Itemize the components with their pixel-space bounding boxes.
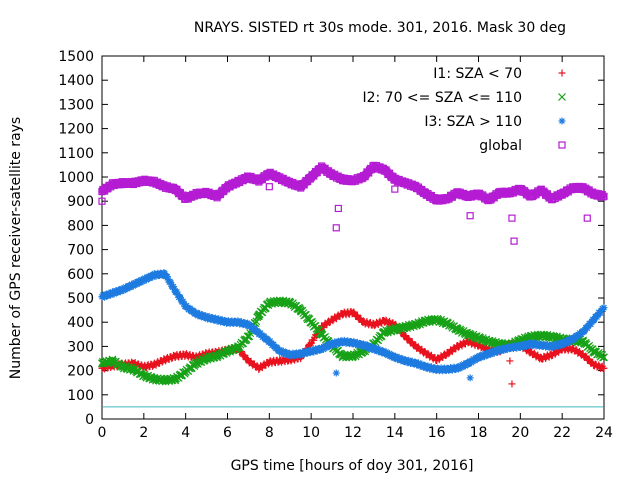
marker-stroke [312, 324, 321, 333]
y-tick-label: 1400 [58, 73, 94, 89]
data-point [328, 316, 336, 324]
data-point [161, 356, 169, 364]
marker-stroke [298, 306, 307, 315]
data-point [370, 321, 378, 329]
data-point [527, 348, 535, 356]
data-point [339, 310, 347, 318]
data-point [380, 317, 388, 325]
y-tick-label: 300 [67, 339, 94, 355]
data-point [569, 345, 577, 353]
y-tick-label: 1100 [58, 146, 94, 162]
data-point [600, 364, 608, 372]
marker-stroke [492, 337, 500, 346]
y-tick-label: 600 [67, 267, 94, 283]
x-tick-label: 16 [428, 425, 446, 441]
y-axis-label: Number of GPS receiver-satellite rays [8, 117, 24, 379]
data-point [401, 333, 409, 341]
x-tick-label: 4 [181, 425, 190, 441]
x-tick-label: 6 [223, 425, 232, 441]
y-tick-label: 1000 [58, 170, 94, 186]
data-point [171, 352, 179, 360]
y-tick-label: 900 [67, 194, 94, 210]
x-axis-label: GPS time [hours of doy 301, 2016] [231, 458, 474, 474]
x-tick-label: 18 [470, 425, 488, 441]
data-point [454, 342, 462, 350]
data-point-fill [240, 351, 248, 359]
data-point [464, 338, 472, 346]
data-point [182, 351, 190, 359]
marker-stroke [258, 308, 267, 317]
x-tick-label: 0 [98, 425, 107, 441]
data-point [433, 356, 441, 364]
x-tick-label: 8 [265, 425, 274, 441]
marker-stroke [311, 321, 320, 330]
x-tick-label: 24 [595, 425, 613, 441]
y-tick-label: 500 [67, 291, 94, 307]
data-point [579, 351, 587, 359]
marker-stroke [112, 357, 120, 366]
y-tick-label: 700 [67, 243, 94, 259]
data-point [537, 355, 545, 362]
data-point [244, 357, 252, 365]
y-tick-label: 100 [67, 388, 94, 404]
marker-stroke [121, 362, 130, 371]
y-tick-label: 0 [85, 412, 94, 428]
data-point [443, 350, 451, 358]
data-point [412, 342, 420, 350]
plot-area: 0 2 4 6 8 10 12 14 16 18 20 22 240100200300400500600… [58, 49, 613, 441]
data-point [255, 364, 263, 372]
data-point [276, 357, 284, 365]
x-tick-label: 14 [386, 425, 404, 441]
data-point [590, 361, 598, 369]
x-tick-label: 12 [344, 425, 362, 441]
data-point [307, 339, 315, 347]
marker-stroke [317, 329, 326, 337]
data-point [548, 351, 556, 359]
x-tick-label: 20 [511, 425, 529, 441]
marker-stroke [134, 367, 143, 376]
y-tick-label: 1300 [58, 97, 94, 113]
marker-stroke [321, 332, 330, 341]
data-point [359, 318, 367, 326]
y-tick-label: 1200 [58, 122, 94, 138]
series-i2-70-sza-110 [98, 296, 608, 386]
chart-title: NRAYS. SISTED rt 30s mode. 301, 2016. Ma… [194, 20, 566, 36]
outlier-point [506, 357, 514, 365]
x-tick-label: 22 [553, 425, 571, 441]
data-point [349, 309, 357, 317]
data-point [422, 350, 430, 358]
data-point-fill [258, 308, 267, 317]
data-point [265, 358, 273, 366]
data-point [150, 361, 158, 369]
y-tick-label: 200 [67, 364, 94, 380]
plot-frame [101, 55, 605, 420]
x-tick-label: 10 [302, 425, 320, 441]
outlier-point [508, 380, 516, 388]
x-tick-label: 2 [139, 425, 148, 441]
y-tick-label: 400 [67, 315, 94, 331]
marker-stroke [543, 330, 552, 339]
series-i3-sza-110 [98, 268, 608, 382]
y-tick-label: 1500 [58, 49, 94, 65]
y-tick-label: 800 [67, 218, 94, 234]
